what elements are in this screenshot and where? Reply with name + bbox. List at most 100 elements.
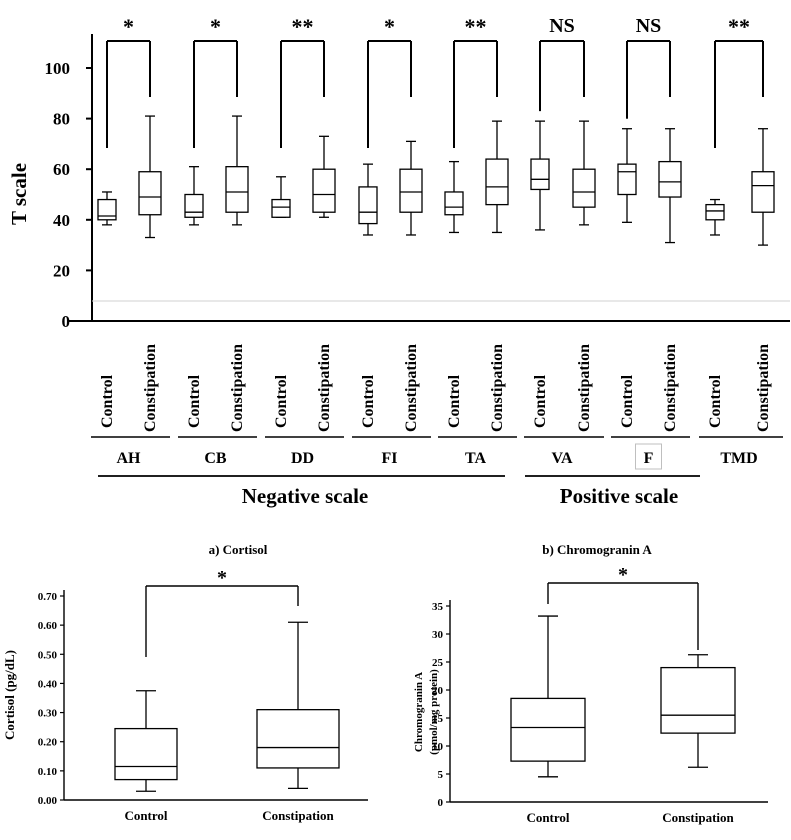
box-ta-constipation-iqr-box <box>485 158 509 206</box>
main-y-tick-label: 100 <box>45 59 71 78</box>
cortisol-chart-x-label-constipation: Constipation <box>262 808 334 823</box>
main-y-tick-label: 60 <box>53 160 70 179</box>
group-label: CB <box>204 450 227 467</box>
category-label-constipation: Constipation <box>755 344 772 432</box>
chromo-chart-x-label-constipation: Constipation <box>662 810 734 825</box>
cortisol-chart-box-constipation-iqr-box <box>256 709 340 769</box>
chromogranin-boxplot: b) Chromogranin A Chromogranin A (pmol/m… <box>413 542 768 825</box>
group-ta: ** Control Constipation TA <box>438 14 517 467</box>
box-dd-control-iqr-box <box>271 198 291 218</box>
sig-marker: * <box>210 14 221 39</box>
main-y-tick-label: 20 <box>53 261 70 280</box>
sig-marker: ** <box>465 14 487 39</box>
category-label-constipation: Constipation <box>489 344 506 432</box>
box-dd-constipation-iqr-box <box>312 168 336 213</box>
chromo-chart-y-tick-label: 25 <box>432 657 444 669</box>
cortisol-chart-y-tick-label: 0.20 <box>38 737 58 749</box>
cortisol-y-axis-label: Cortisol (pg/dL) <box>2 650 17 740</box>
box-fi-constipation-iqr-box <box>399 168 423 213</box>
main-y-tick-label: 40 <box>53 211 70 230</box>
group-fi: * Control Constipation FI <box>352 14 431 467</box>
box-tmd-control-iqr-box <box>705 203 725 221</box>
negative-scale-label: Negative scale <box>242 484 369 508</box>
box-ah-control-iqr-box <box>97 198 117 221</box>
category-label-control: Control <box>273 374 290 428</box>
category-label-control: Control <box>446 374 463 428</box>
category-label-control: Control <box>707 374 724 428</box>
sig-marker: * <box>384 14 395 39</box>
chromo-chart-y-tick-label: 5 <box>438 769 444 781</box>
cortisol-chart-y-tick-label: 0.40 <box>38 678 58 690</box>
positive-scale-label: Positive scale <box>560 484 678 508</box>
chromo-chart-y-tick-label: 10 <box>432 741 444 753</box>
box-cb-constipation-iqr-box <box>225 166 249 213</box>
chromogranin-y-axis-label: Chromogranin A <box>413 672 425 752</box>
category-label-control: Control <box>99 374 116 428</box>
box-va-control-iqr-box <box>530 158 550 191</box>
t-scale-boxplot: T scale 0 20 40 60 80 100 * Control Constipation… <box>7 14 790 508</box>
sig-marker: NS <box>636 15 662 37</box>
chromo-chart-box-control-iqr-box <box>510 697 586 762</box>
category-label-control: Control <box>360 374 377 428</box>
cortisol-chart-x-label-control: Control <box>124 808 167 823</box>
sig-marker: ** <box>728 14 750 39</box>
box-ah-constipation-iqr-box <box>138 171 162 216</box>
category-label-constipation: Constipation <box>316 344 333 432</box>
group-label: F <box>644 450 654 467</box>
cortisol-chart-y-tick-label: 0.60 <box>38 620 58 632</box>
chromo-chart-y-tick-label: 20 <box>432 685 444 697</box>
group-label: DD <box>291 450 314 467</box>
group-label-frame <box>635 443 662 470</box>
chromo-chart-x-label-control: Control <box>526 810 569 825</box>
box-ta-control-iqr-box <box>444 191 464 216</box>
category-label-control: Control <box>619 374 636 428</box>
main-y-tick-label: 80 <box>53 110 70 129</box>
group-label: TMD <box>720 450 757 467</box>
box-fi-control-iqr-box <box>358 186 378 225</box>
group-label: AH <box>117 450 142 467</box>
group-label: FI <box>382 450 398 467</box>
chromo-chart-y-tick-label: 0 <box>438 797 444 809</box>
category-label-constipation: Constipation <box>403 344 420 432</box>
chromo-chart-y-tick-label: 15 <box>432 713 444 725</box>
category-label-constipation: Constipation <box>662 344 679 432</box>
chromo-chart-y-tick-label: 35 <box>432 601 444 613</box>
box-tmd-constipation-iqr-box <box>751 171 775 213</box>
box-f-control-iqr-box <box>617 163 637 196</box>
cortisol-chart-sig-marker: * <box>217 567 227 589</box>
box-f-constipation-iqr-box <box>658 160 682 198</box>
cortisol-title: a) Cortisol <box>209 542 268 557</box>
cortisol-chart-y-tick-label: 0.00 <box>38 795 58 807</box>
chromogranin-title: b) Chromogranin A <box>542 542 652 557</box>
cortisol-chart-box-control-iqr-box <box>114 727 178 781</box>
box-va-constipation-iqr-box <box>572 168 596 208</box>
sig-marker: ** <box>292 14 314 39</box>
chromogranin-y-axis-label-unit: (pmol/mg protein) <box>428 669 440 755</box>
chromo-chart-y-tick-label: 30 <box>432 629 444 641</box>
chromo-chart-sig-marker: * <box>618 564 628 586</box>
box-cb-control-iqr-box <box>184 193 204 218</box>
sig-marker: * <box>123 14 134 39</box>
category-label-control: Control <box>186 374 203 428</box>
category-label-constipation: Constipation <box>142 344 159 432</box>
group-tmd: ** Control Constipation TMD <box>699 14 783 467</box>
group-dd: ** Control Constipation DD <box>265 14 344 467</box>
category-label-constipation: Constipation <box>229 344 246 432</box>
sig-marker: NS <box>549 15 575 37</box>
group-cb: * Control Constipation CB <box>178 14 257 467</box>
group-va: NS Control Constipation VA <box>524 15 604 467</box>
main-y-tick-label: 0 <box>62 312 71 331</box>
main-y-axis-label: T scale <box>7 163 31 225</box>
cortisol-chart-y-tick-label: 0.30 <box>38 708 58 720</box>
category-label-control: Control <box>532 374 549 428</box>
category-label-constipation: Constipation <box>576 344 593 432</box>
cortisol-chart-y-tick-label: 0.10 <box>38 766 58 778</box>
group-label: VA <box>551 450 572 467</box>
cortisol-boxplot: a) Cortisol Cortisol (pg/dL) 0.00 0.10 0.2… <box>2 542 368 823</box>
cortisol-chart-y-tick-label: 0.50 <box>38 649 58 661</box>
group-f: NS Control Constipation F <box>611 15 690 467</box>
cortisol-chart-y-tick-label: 0.70 <box>38 591 58 603</box>
chromo-chart-box-constipation-iqr-box <box>660 666 736 734</box>
group-ah: * Control Constipation AH <box>91 14 170 467</box>
